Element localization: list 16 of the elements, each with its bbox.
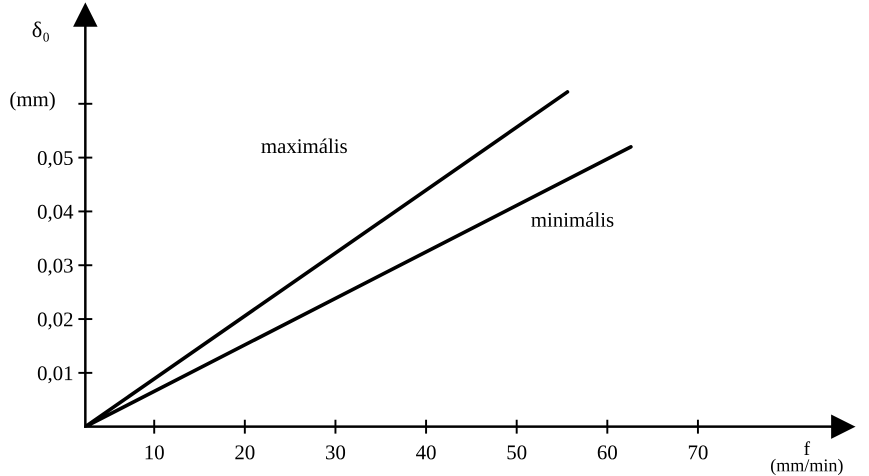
y-tick-label: 0,04 (38, 204, 74, 222)
y-tick-label: 0,02 (38, 312, 72, 330)
y-tick-label: 0,03 (38, 258, 73, 276)
x-tick-label: 60 (598, 445, 617, 460)
annotation: minimális (531, 212, 614, 227)
annotation: maximális (261, 138, 347, 154)
x-tick-label: 10 (146, 445, 164, 460)
text: δ₀ (mm) (10, 21, 55, 111)
y-tick-label: 0,05 (38, 150, 73, 168)
y-tick-label: 0,01 (38, 366, 72, 384)
x-axis-title: f (mm/min) (771, 441, 843, 476)
x-tick-label: 70 (688, 445, 708, 460)
x-tick-label: 40 (416, 445, 436, 460)
x-tick-label: 20 (235, 445, 254, 460)
x-tick-label: 30 (326, 445, 346, 460)
x-tick-label: 50 (507, 445, 526, 460)
